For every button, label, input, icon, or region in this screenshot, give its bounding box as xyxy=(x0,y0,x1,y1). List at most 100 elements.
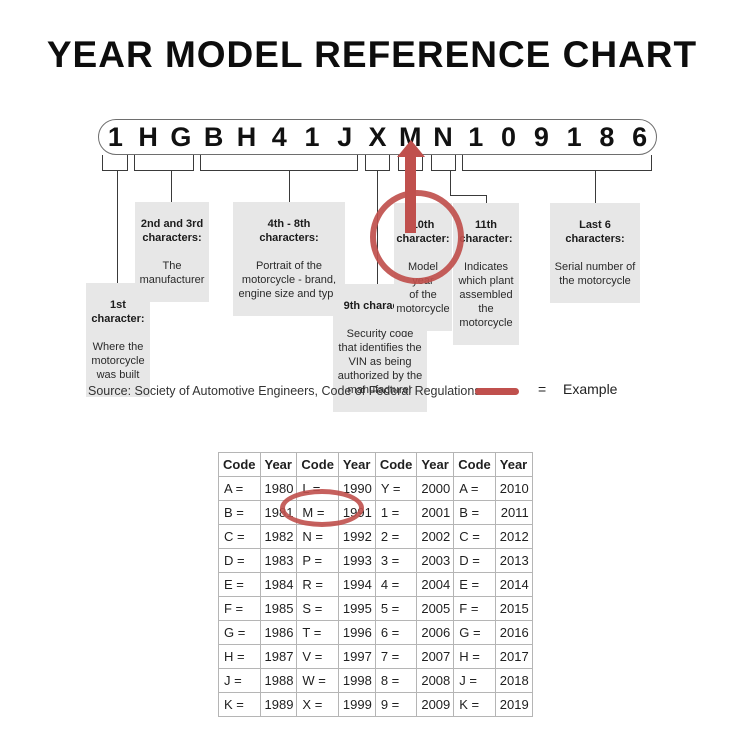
code-cell: 8 = xyxy=(374,668,418,693)
callout-heading: 2nd and 3rd characters: xyxy=(140,218,204,244)
vin-char-11: N xyxy=(433,122,453,152)
callout-last-6-characters: Last 6 characters: Serial number of the … xyxy=(550,203,640,303)
table-header-cell: Year xyxy=(259,452,298,477)
bracket-chars-2-3 xyxy=(134,155,194,171)
table-header-cell: Code xyxy=(218,452,261,477)
year-cell: 1981 xyxy=(259,500,298,525)
year-cell: 1997 xyxy=(337,644,376,669)
vin-char-2: H xyxy=(138,122,158,152)
connector-char-11-v2 xyxy=(486,195,487,204)
year-cell: 2009 xyxy=(416,692,455,717)
year-cell: 1996 xyxy=(337,620,376,645)
year-code-table-head: Code Year Code Year Code Year Code Year xyxy=(218,452,533,477)
table-row: K = 1989 X = 1999 9 = 2009 K = 2019 xyxy=(218,692,533,717)
bracket-chars-4-8 xyxy=(200,155,358,171)
table-row: F = 1985 S = 1995 5 = 2005 F = 2015 xyxy=(218,596,533,621)
year-cell: 2000 xyxy=(416,476,455,501)
year-cell: 2012 xyxy=(494,524,533,549)
vin-char-17: 6 xyxy=(632,122,648,152)
year-cell: 1988 xyxy=(259,668,298,693)
callout-2nd-3rd-characters: 2nd and 3rd characters: The manufacturer xyxy=(135,202,209,302)
vin-char-12: 1 xyxy=(468,122,484,152)
year-code-table: Code Year Code Year Code Year Code Year A = 1980… xyxy=(218,452,533,717)
year-cell: 1992 xyxy=(337,524,376,549)
code-cell: E = xyxy=(218,572,261,597)
year-cell: 1993 xyxy=(337,548,376,573)
callout-10th-character: 10th character: Model year of the motorc… xyxy=(394,203,452,331)
year-cell: 2018 xyxy=(494,668,533,693)
vin-char-3: G xyxy=(170,122,192,152)
code-cell: A = xyxy=(218,476,261,501)
code-cell: L = xyxy=(296,476,339,501)
code-cell: N = xyxy=(296,524,339,549)
connector-char-11-v1 xyxy=(450,171,451,196)
year-cell: 2010 xyxy=(494,476,533,501)
code-cell: D = xyxy=(218,548,261,573)
year-cell: 1991 xyxy=(337,500,376,525)
year-cell: 2019 xyxy=(494,692,533,717)
vin-char-9: X xyxy=(368,122,387,152)
code-cell: H = xyxy=(218,644,261,669)
code-cell: 9 = xyxy=(374,692,418,717)
year-cell: 1994 xyxy=(337,572,376,597)
year-cell: 2013 xyxy=(494,548,533,573)
code-cell: E = xyxy=(453,572,496,597)
code-cell: T = xyxy=(296,620,339,645)
vin-char-13: 0 xyxy=(501,122,517,152)
code-cell: C = xyxy=(218,524,261,549)
table-row: A = 1980 L = 1990 Y = 2000 A = 2010 xyxy=(218,476,533,501)
source-citation: Source: Society of Automotive Engineers,… xyxy=(88,384,481,398)
code-cell: C = xyxy=(453,524,496,549)
callout-body: Model year of the motorcycle xyxy=(396,261,450,315)
code-cell: W = xyxy=(296,668,339,693)
table-row: C = 1982 N = 1992 2 = 2002 C = 2012 xyxy=(218,524,533,549)
code-cell: M = xyxy=(296,500,339,525)
code-cell: K = xyxy=(218,692,261,717)
year-cell: 2005 xyxy=(416,596,455,621)
year-cell: 1987 xyxy=(259,644,298,669)
year-cell: 2017 xyxy=(494,644,533,669)
code-cell: Y = xyxy=(374,476,418,501)
vin-char-1: 1 xyxy=(107,122,123,152)
vin-char-8: J xyxy=(337,122,353,152)
code-cell: 7 = xyxy=(374,644,418,669)
table-row: G = 1986 T = 1996 6 = 2006 G = 2016 xyxy=(218,620,533,645)
table-header-row: Code Year Code Year Code Year Code Year xyxy=(218,452,533,477)
connector-last-6 xyxy=(595,171,596,203)
code-cell: 4 = xyxy=(374,572,418,597)
callout-heading: 1st character: xyxy=(91,299,145,325)
table-row: J = 1988 W = 1998 8 = 2008 J = 2018 xyxy=(218,668,533,693)
connector-chars-2-3 xyxy=(171,171,172,202)
vin-char-15: 1 xyxy=(566,122,582,152)
connector-char-1 xyxy=(117,171,118,283)
code-cell: B = xyxy=(453,500,496,525)
code-cell: A = xyxy=(453,476,496,501)
code-cell: F = xyxy=(218,596,261,621)
bracket-last-6 xyxy=(462,155,652,171)
year-cell: 2014 xyxy=(494,572,533,597)
code-cell: S = xyxy=(296,596,339,621)
year-cell: 1998 xyxy=(337,668,376,693)
callout-heading: Last 6 characters: xyxy=(565,219,625,245)
code-cell: 6 = xyxy=(374,620,418,645)
connector-chars-4-8 xyxy=(289,171,290,202)
table-row: H = 1987 V = 1997 7 = 2007 H = 2017 xyxy=(218,644,533,669)
year-cell: 1980 xyxy=(259,476,298,501)
bracket-char-9 xyxy=(365,155,390,171)
year-cell: 1984 xyxy=(259,572,298,597)
code-cell: F = xyxy=(453,596,496,621)
code-cell: J = xyxy=(453,668,496,693)
table-header-cell: Year xyxy=(337,452,376,477)
code-cell: H = xyxy=(453,644,496,669)
table-row: E = 1984 R = 1994 4 = 2004 E = 2014 xyxy=(218,572,533,597)
table-row: B = 1981 M = 1991 1 = 2001 B = 2011 xyxy=(218,500,533,525)
code-cell: V = xyxy=(296,644,339,669)
vin-char-14: 9 xyxy=(533,122,549,152)
callout-4th-8th-characters: 4th - 8th characters: Portrait of the mo… xyxy=(233,202,345,316)
bracket-char-1 xyxy=(102,155,128,171)
year-cell: 1999 xyxy=(337,692,376,717)
year-cell: 2006 xyxy=(416,620,455,645)
year-cell: 2002 xyxy=(416,524,455,549)
year-cell: 1990 xyxy=(337,476,376,501)
year-cell: 1985 xyxy=(259,596,298,621)
